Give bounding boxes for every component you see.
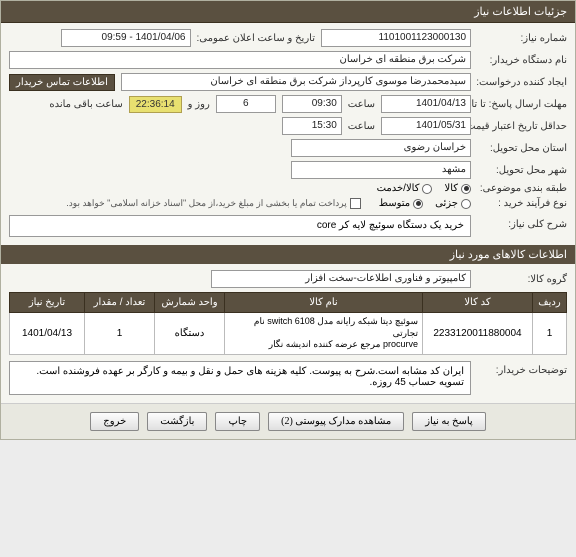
need-no-field: 1101001123000130 [321,29,471,47]
attachments-button[interactable]: مشاهده مدارک پیوستی (2) [268,412,404,431]
radio-dot-icon [461,184,471,194]
cell-qty: 1 [85,313,155,355]
col-idx: ردیف [533,293,567,313]
deadline-date-field: 1401/04/13 [381,95,471,113]
radio-mid[interactable]: متوسط [379,198,423,209]
radio-dot-icon [422,184,432,194]
contact-link[interactable]: اطلاعات تماس خریدار [9,74,115,91]
checkbox-icon [350,198,361,209]
radio-dot-icon [461,199,471,209]
cell-code: 2233120011880004 [423,313,533,355]
province-label: استان محل تحویل: [477,143,567,154]
requester-field: سیدمحمدرضا موسوی کارپرداز شرکت برق منطقه… [121,73,471,91]
respond-button[interactable]: پاسخ به نیاز [412,412,486,431]
province-field: خراسان رضوی [291,139,471,157]
radio-dot-icon [413,199,423,209]
summary-label: شرح کلی نیاز: [477,215,567,230]
remain-label: ساعت باقی مانده [49,99,122,110]
col-code: کد کالا [423,293,533,313]
validity-label: حداقل تاریخ اعتبار قیمت: تا تاریخ: [477,121,567,132]
details-panel: جزئیات اطلاعات نیاز شماره نیاز: 11010011… [0,0,576,440]
remain-time-box: 22:36:14 [129,96,182,113]
print-button[interactable]: چاپ [215,412,260,431]
table-header-row: ردیف کد کالا نام کالا واحد شمارش تعداد /… [10,293,567,313]
col-unit: واحد شمارش [155,293,225,313]
radio-minor[interactable]: جزئی [435,198,471,209]
cell-name-l1: سوئیچ دیتا شبکه رایانه مدل switch 6108 ن… [229,316,418,339]
form-area: شماره نیاز: 1101001123000130 تاریخ و ساع… [1,23,575,245]
exit-button[interactable]: خروج [90,412,139,431]
col-qty: تعداد / مقدار [85,293,155,313]
days-label: روز و [188,99,210,110]
panel-title: جزئیات اطلاعات نیاز [474,6,567,18]
process-radio-group: جزئی متوسط [379,198,471,209]
cell-idx: 1 [533,313,567,355]
back-button[interactable]: بازگشت [147,412,207,431]
announce-field: 1401/04/06 - 09:59 [61,29,191,47]
deadline-time-field: 09:30 [282,95,342,113]
desc-text: ایران کد مشابه است.شرح به پیوست. کلیه هز… [9,361,471,395]
announce-label: تاریخ و ساعت اعلان عمومی: [197,33,316,44]
requester-label: ایجاد کننده درخواست: [477,77,567,88]
group-label: گروه کالا: [477,274,567,285]
summary-text: خرید یک دستگاه سوئیچ لایه کر core [9,215,471,237]
org-field: شرکت برق منطقه ای خراسان [9,51,471,69]
class-radio-group: کالا کالا/خدمت [377,183,471,194]
desc-label: توضیحات خریدار: [477,361,567,376]
city-field: مشهد [291,161,471,179]
radio-goods[interactable]: کالا [444,183,471,194]
deadline-label: مهلت ارسال پاسخ: تا تاریخ: [477,99,567,110]
button-bar: پاسخ به نیاز مشاهده مدارک پیوستی (2) چاپ… [1,403,575,439]
col-name: نام کالا [225,293,423,313]
radio-minor-label: جزئی [435,198,458,209]
group-field: کامپیوتر و فناوری اطلاعات-سخت افزار [211,270,471,288]
radio-service[interactable]: کالا/خدمت [377,183,433,194]
cell-name: سوئیچ دیتا شبکه رایانه مدل switch 6108 ن… [225,313,423,355]
validity-date-field: 1401/05/31 [381,117,471,135]
deadline-time-label: ساعت [348,99,375,110]
validity-time-field: 15:30 [282,117,342,135]
days-count-field: 6 [216,95,276,113]
radio-service-label: کالا/خدمت [377,183,420,194]
cell-name-l2: procurve مرجع عرضه کننده اندیشه نگار [229,339,418,351]
validity-time-label: ساعت [348,121,375,132]
goods-table: ردیف کد کالا نام کالا واحد شمارش تعداد /… [9,292,567,355]
org-label: نام دستگاه خریدار: [477,55,567,66]
col-date: تاریخ نیاز [10,293,85,313]
class-label: طبقه بندی موضوعی: [477,183,567,194]
cell-date: 1401/04/13 [10,313,85,355]
radio-mid-label: متوسط [379,198,410,209]
partial-pay-label: پرداخت تمام یا بخشی از مبلغ خرید،از محل … [66,198,346,209]
process-label: نوع فرآیند خرید : [477,198,567,209]
goods-section-title: اطلاعات کالاهای مورد نیاز [1,245,575,264]
need-no-label: شماره نیاز: [477,33,567,44]
partial-pay-check[interactable]: پرداخت تمام یا بخشی از مبلغ خرید،از محل … [66,198,360,209]
table-row[interactable]: 1 2233120011880004 سوئیچ دیتا شبکه رایان… [10,313,567,355]
cell-unit: دستگاه [155,313,225,355]
goods-area: گروه کالا: کامپیوتر و فناوری اطلاعات-سخت… [1,264,575,403]
radio-goods-label: کالا [444,183,458,194]
city-label: شهر محل تحویل: [477,165,567,176]
panel-header: جزئیات اطلاعات نیاز [1,1,575,23]
